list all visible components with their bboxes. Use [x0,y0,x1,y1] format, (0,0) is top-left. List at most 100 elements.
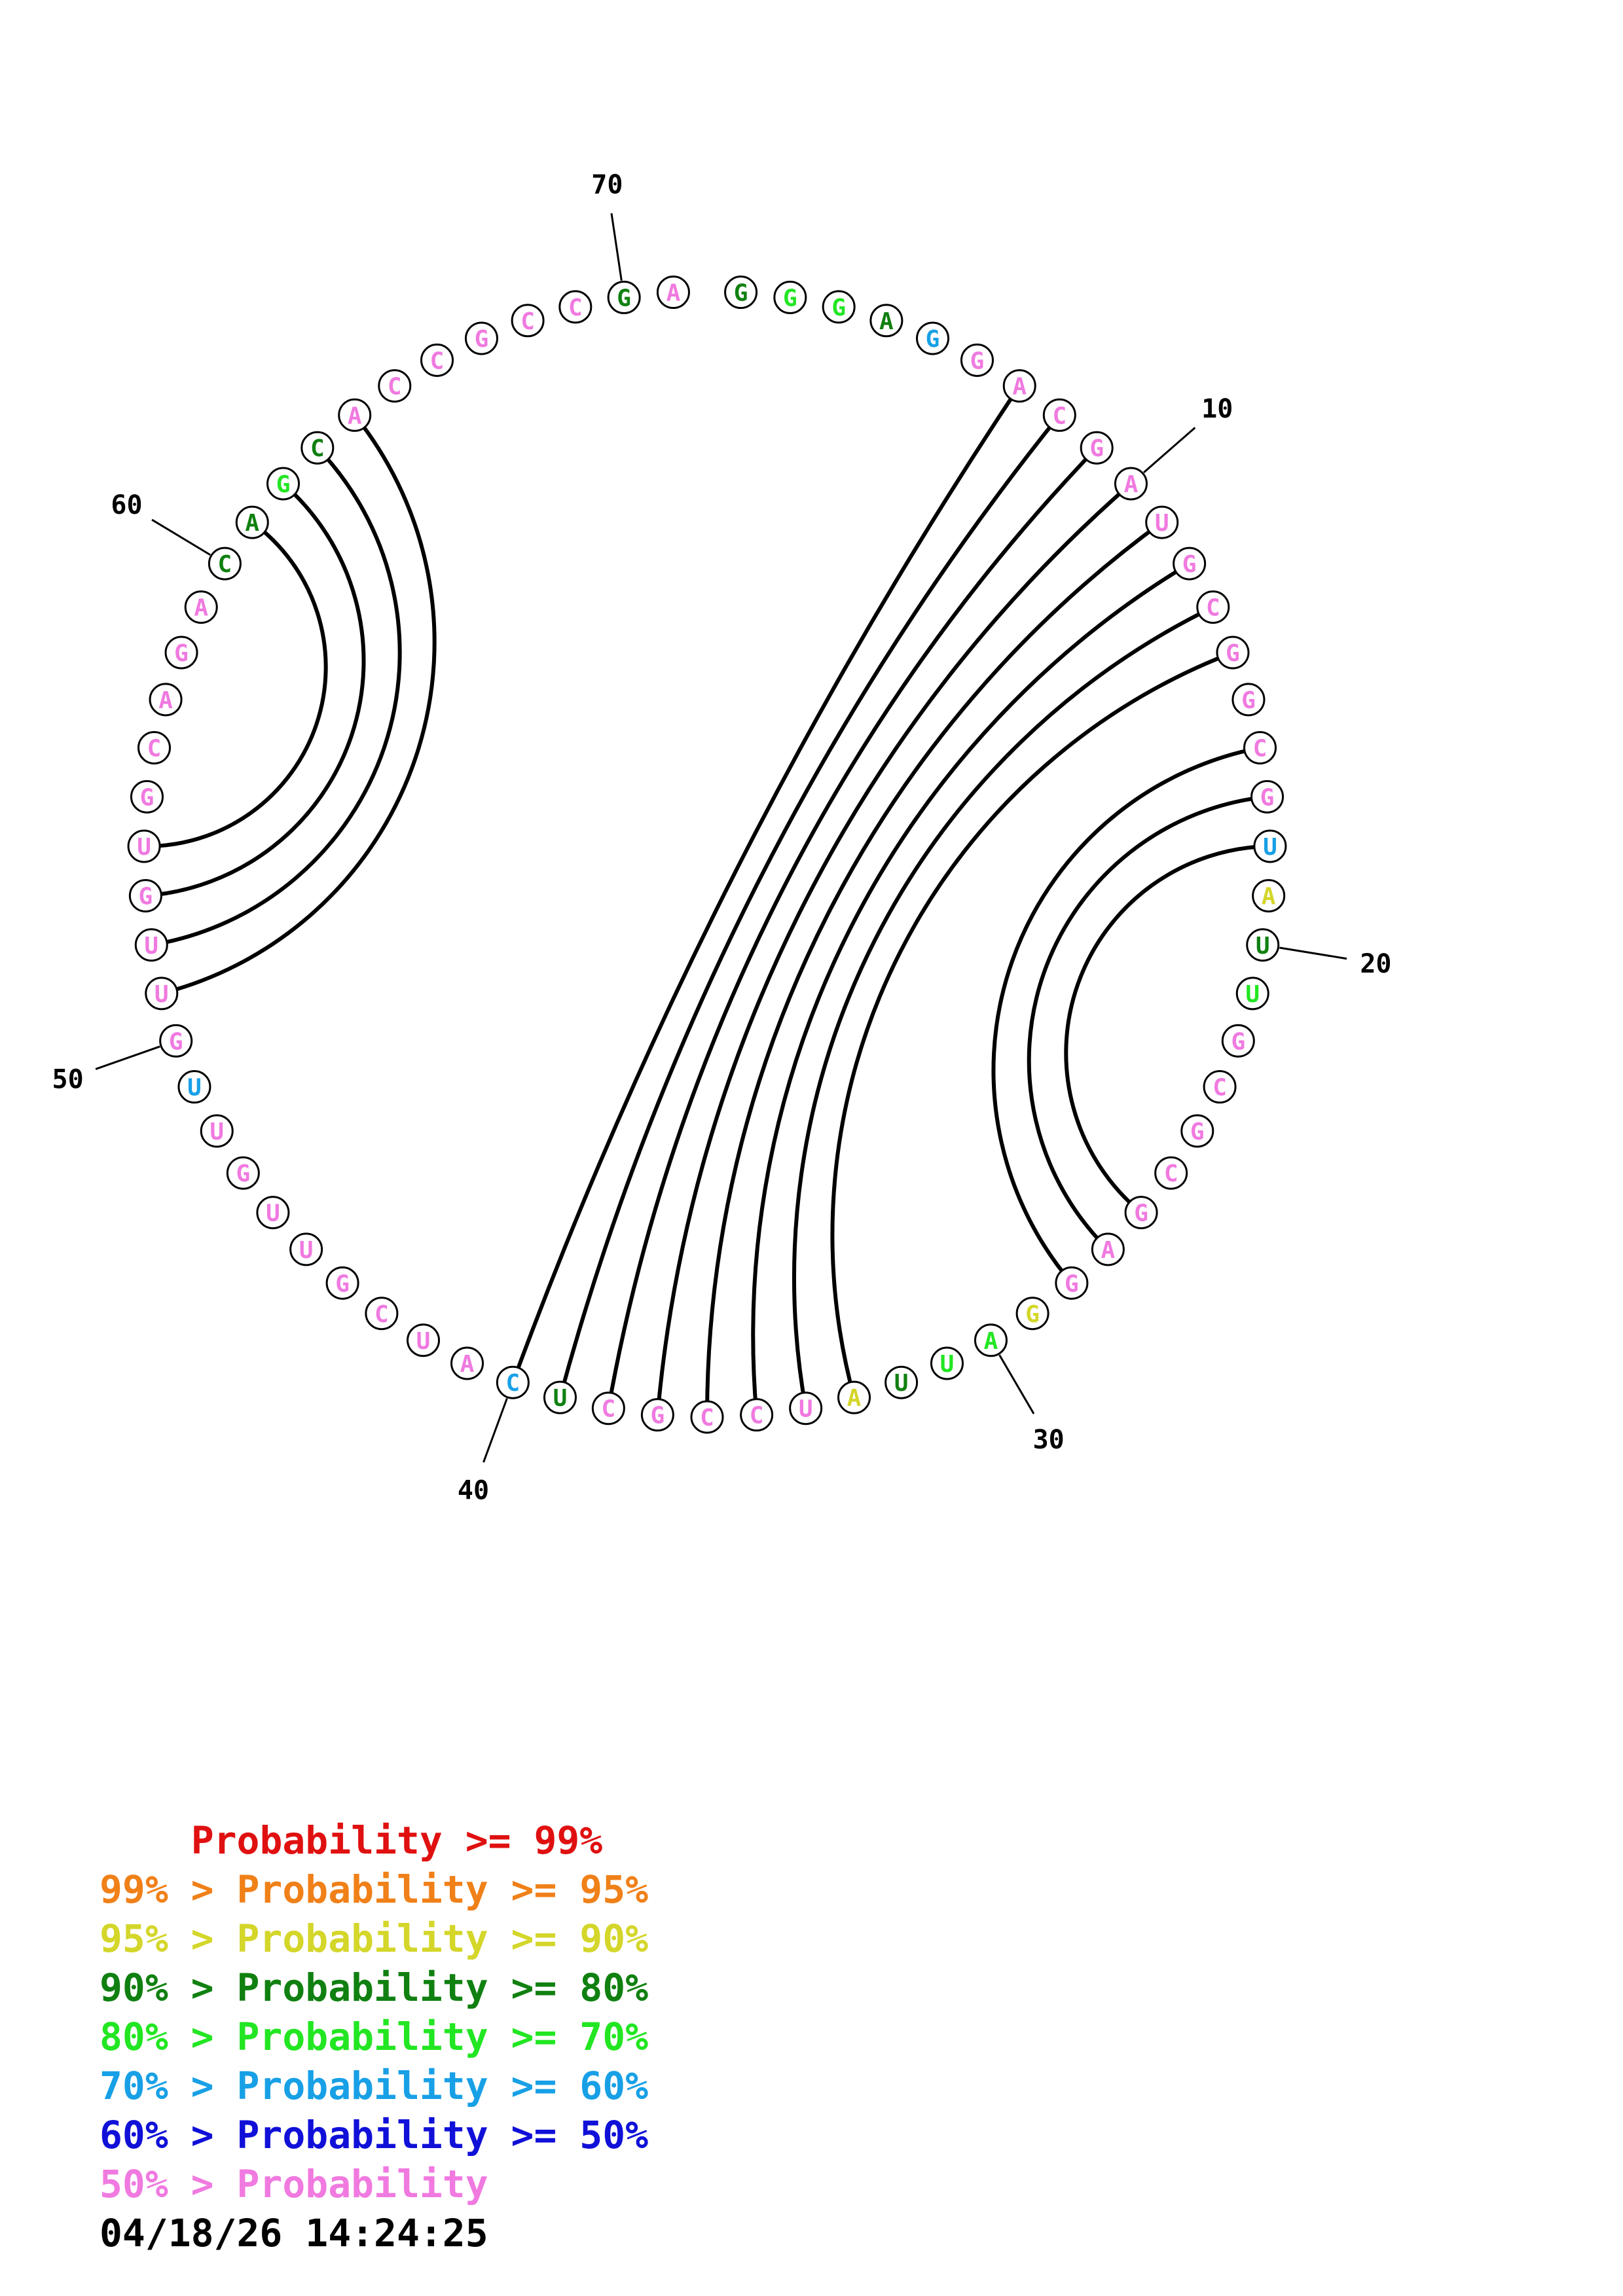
pair-arc [655,482,1133,1415]
nucleotide-letter: U [299,1237,314,1264]
nucleotide-circle [1203,1070,1237,1104]
pair-arc [751,562,1191,1415]
nucleotide: C [1042,398,1076,432]
nucleotide-circle [1080,431,1114,465]
nucleotide-circle [869,304,903,338]
nucleotide: A [338,398,372,432]
nucleotide-letter: A [1101,1237,1116,1264]
nucleotide-circle [226,1156,260,1190]
pair-arc [161,414,437,996]
nucleotide-letter: G [236,1160,250,1187]
nucleotide-letter: A [666,280,681,307]
pair-arcs [144,384,1270,1418]
nucleotide-letter: G [1089,435,1104,462]
nucleotide: A [1114,467,1148,501]
nucleotide-circle [301,431,335,465]
legend-row-60: 70% > Probability >= 60% [100,2062,648,2111]
legend-text: Probability >= 70% [236,2015,649,2059]
nucleotide-letter: G [831,295,846,321]
nucleotide-letter: G [276,471,291,498]
nucleotide-circle [822,290,856,324]
nucleotide-letter: U [416,1328,431,1355]
nucleotide-circle [1091,1232,1125,1266]
index-tick [151,518,211,556]
nucleotide-circle [640,1398,674,1432]
nucleotide-circle [1154,1156,1188,1190]
legend-text: Probability >= 50% [236,2113,649,2157]
nucleotide-circle [511,304,545,338]
nucleotide: A [184,590,218,624]
nucleotide: C [496,1365,530,1399]
nucleotide: G [640,1398,674,1432]
nucleotide: A [1091,1232,1125,1266]
index-tick [1143,427,1196,473]
index-label: 20 [1360,949,1391,979]
pair-arc [144,520,328,848]
nucleotide: A [837,1380,871,1414]
nucleotide: U [407,1323,441,1357]
nucleotide-letter: C [1164,1160,1178,1187]
nucleotide-circle [789,1391,823,1426]
nucleotide-letter: G [783,285,797,312]
nucleotide-letter: C [700,1405,714,1431]
nucleotide: G [773,280,807,314]
nucleotide: C [511,304,545,338]
nucleotide-circle [289,1232,323,1266]
nucleotide-letter: U [210,1119,224,1145]
nucleotide: U [134,928,168,962]
nucleotide-letter: G [926,326,940,353]
nucleotide-letter: C [147,735,162,762]
legend-text: Probability >= 90% [236,1916,649,1961]
nucleotide-letter: U [187,1075,202,1102]
nucleotide: G [164,636,198,670]
nucleotide-letter: C [1253,735,1267,762]
nucleotide-circle [184,590,218,624]
pair-arc [1064,844,1270,1214]
nucleotide-letter: U [894,1370,909,1397]
nucleotide-letter: U [1245,981,1260,1008]
index-label: 30 [1033,1425,1065,1455]
nucleotide-letter: A [245,510,259,537]
pair-arc [558,414,1061,1398]
nucleotide-circle [1243,730,1277,764]
nucleotide-circle [420,343,454,377]
nucleotide-letter: U [553,1385,568,1412]
nucleotide-circle [974,1323,1008,1357]
pair-arc [606,446,1099,1409]
nucleotide-letter: C [568,295,583,321]
probability-legend: Probability >= 99% 99% > Probability >= … [100,1816,648,2258]
nucleotide-circle [960,343,994,377]
nucleotide-circle [1253,829,1287,863]
nucleotide-circle [1250,780,1285,814]
nucleotide-letter: G [1241,687,1256,714]
nucleotide-letter: G [335,1270,350,1297]
nucleotide: G [1216,636,1250,670]
nucleotide: G [916,321,950,355]
nucleotide-circle [1231,683,1266,717]
nucleotide-letter: G [1065,1270,1079,1297]
nucleotide: G [1055,1266,1089,1300]
nucleotide-circle [1180,1114,1214,1148]
nucleotide-circle [128,879,162,913]
nucleotide: U [789,1391,823,1426]
nucleotide-circle [127,829,161,863]
nucleotide-circle [1145,505,1179,539]
nucleotide: U [1145,505,1179,539]
index-tick [998,1354,1035,1414]
nucleotide-letter: C [374,1301,389,1328]
nucleotide-letter: A [158,687,173,714]
nucleotide-circle [1173,547,1207,581]
nucleotide: C [378,369,412,403]
legend-row-90: 95% > Probability >= 90% [100,1914,648,1964]
nucleotide: C [1243,730,1277,764]
pair-arc [792,605,1214,1409]
nucleotide-circle [378,369,412,403]
nucleotide: U [543,1380,577,1414]
nucleotide-circle [200,1114,234,1148]
nucleotide-circle [543,1380,577,1414]
nucleotide-letter: G [139,884,153,910]
nucleotide-circle [134,928,168,962]
nucleotide: C [137,730,171,764]
nucleotide: C [1154,1156,1188,1190]
legend-text: Probability >= 80% [236,1965,649,2010]
